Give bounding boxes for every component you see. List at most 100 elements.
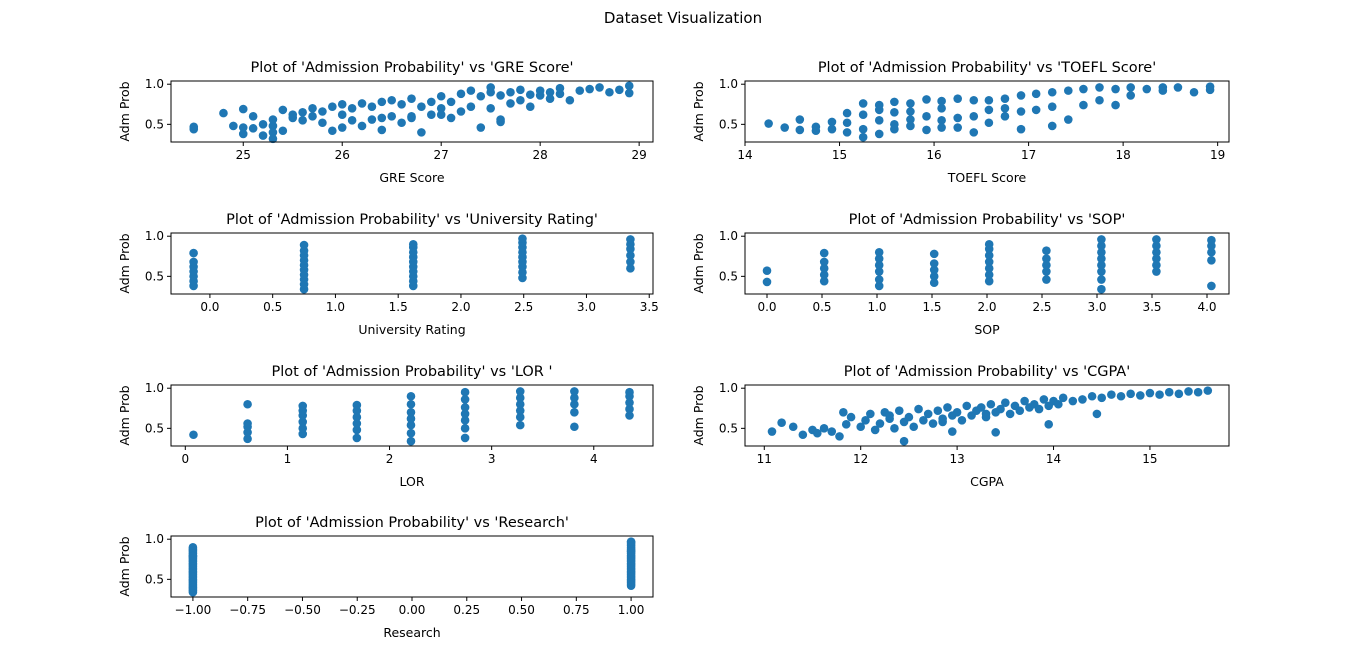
x-tick-label: 26	[335, 148, 350, 162]
scatter-point	[626, 257, 635, 267]
scatter-point	[986, 399, 996, 409]
scatter-point	[1126, 91, 1135, 100]
scatter-point	[377, 97, 387, 107]
x-tick-label: 29	[632, 148, 647, 162]
scatter-point	[1097, 235, 1106, 244]
scatter-point	[626, 546, 636, 556]
scatter-point	[1042, 254, 1051, 263]
scatter-point	[874, 254, 884, 263]
y-tick-label: 0.5	[145, 572, 164, 586]
x-tick-label: −1.00	[175, 603, 212, 617]
scatter-point	[1016, 91, 1026, 100]
scatter-point	[624, 88, 634, 98]
scatter-point	[969, 128, 979, 137]
scatter-point	[947, 427, 957, 436]
scatter-point	[298, 108, 307, 117]
scatter-points	[189, 387, 634, 446]
x-tick-label: 16	[926, 148, 941, 162]
scatter-point	[861, 416, 870, 425]
x-tick-label: −0.75	[229, 603, 266, 617]
scatter-point	[874, 247, 884, 257]
scatter-point	[1016, 107, 1026, 116]
x-axis-label: LOR	[399, 474, 424, 489]
scatter-point	[984, 257, 994, 267]
subplot-1: 25 26 27 28 29 0.5 1.0 Plot of 'Admission Proba…	[117, 60, 654, 185]
scatter-point	[377, 125, 387, 135]
scatter-point	[1205, 85, 1215, 95]
x-axis-label: SOP	[974, 322, 1000, 337]
scatter-points	[764, 82, 1215, 142]
scatter-point	[819, 424, 829, 433]
scatter-point	[923, 409, 933, 419]
x-tick-label: 0.0	[757, 300, 776, 314]
scatter-point	[1097, 267, 1106, 276]
subplot-title: Plot of 'Admission Probability' vs 'GRE …	[251, 60, 574, 76]
scatter-point	[874, 275, 884, 284]
scatter-point	[189, 257, 198, 267]
scatter-point	[922, 112, 931, 121]
scatter-point	[486, 103, 495, 113]
scatter-point	[870, 425, 880, 435]
scatter-point	[367, 102, 377, 111]
x-tick-label: 18	[1115, 148, 1130, 162]
scatter-point	[516, 85, 525, 95]
x-tick-label: 1	[284, 452, 292, 466]
scatter-point	[969, 95, 979, 105]
scatter-point	[1034, 404, 1044, 414]
scatter-point	[858, 132, 868, 142]
x-tick-label: 0.25	[453, 603, 480, 617]
scatter-point	[626, 264, 635, 273]
scatter-point	[1044, 420, 1054, 429]
scatter-point	[460, 409, 470, 419]
scatter-point	[1152, 241, 1161, 251]
scatter-point	[1015, 406, 1025, 415]
x-tick-label: 2	[386, 452, 394, 466]
scatter-point	[446, 113, 456, 123]
scatter-point	[1126, 389, 1135, 399]
scatter-point	[937, 123, 946, 132]
scatter-point	[819, 257, 829, 267]
scatter-point	[767, 427, 777, 436]
scatter-point	[406, 420, 416, 430]
x-tick-label: 0.0	[200, 300, 219, 314]
scatter-point	[337, 99, 347, 109]
x-tick-label: 14	[737, 148, 752, 162]
scatter-point	[407, 94, 416, 103]
subplot-title: Plot of 'Admission Probability' vs 'Rese…	[255, 515, 569, 531]
scatter-point	[624, 81, 634, 91]
x-tick-label: 12	[853, 452, 868, 466]
scatter-point	[866, 409, 875, 419]
axes-frame	[170, 232, 654, 295]
scatter-point	[515, 406, 525, 415]
scatter-point	[929, 272, 939, 281]
scatter-point	[1020, 396, 1029, 406]
scatter-point	[406, 407, 416, 417]
axes-frame	[744, 80, 1230, 143]
scatter-point	[1111, 100, 1120, 110]
scatter-point	[328, 102, 337, 111]
y-tick-label: 0.5	[145, 117, 164, 131]
scatter-point	[798, 430, 808, 440]
axes-frame	[744, 384, 1230, 447]
scatter-point	[841, 420, 851, 429]
scatter-point	[626, 251, 635, 260]
x-tick-label: −0.50	[284, 603, 321, 617]
scatter-point	[460, 424, 470, 433]
scatter-point	[243, 434, 252, 444]
scatter-point	[298, 424, 308, 433]
scatter-point	[1031, 105, 1041, 115]
scatter-point	[1000, 103, 1010, 113]
scatter-point	[890, 124, 899, 134]
scatter-point	[615, 85, 624, 95]
scatter-point	[953, 113, 962, 123]
scatter-point	[788, 422, 798, 432]
scatter-point	[506, 87, 515, 97]
scatter-point	[929, 259, 939, 268]
scatter-point	[819, 264, 829, 273]
scatter-point	[625, 398, 634, 407]
scatter-point	[1097, 254, 1106, 263]
subplot-3: 0.0 0.5 1.0 1.5 2.0 2.5 3.0 3.5 0.5 1.0 Plot of 'A…	[117, 212, 659, 337]
scatter-point	[229, 121, 238, 131]
scatter-point	[337, 110, 347, 120]
x-tick-label: 11	[757, 452, 772, 466]
